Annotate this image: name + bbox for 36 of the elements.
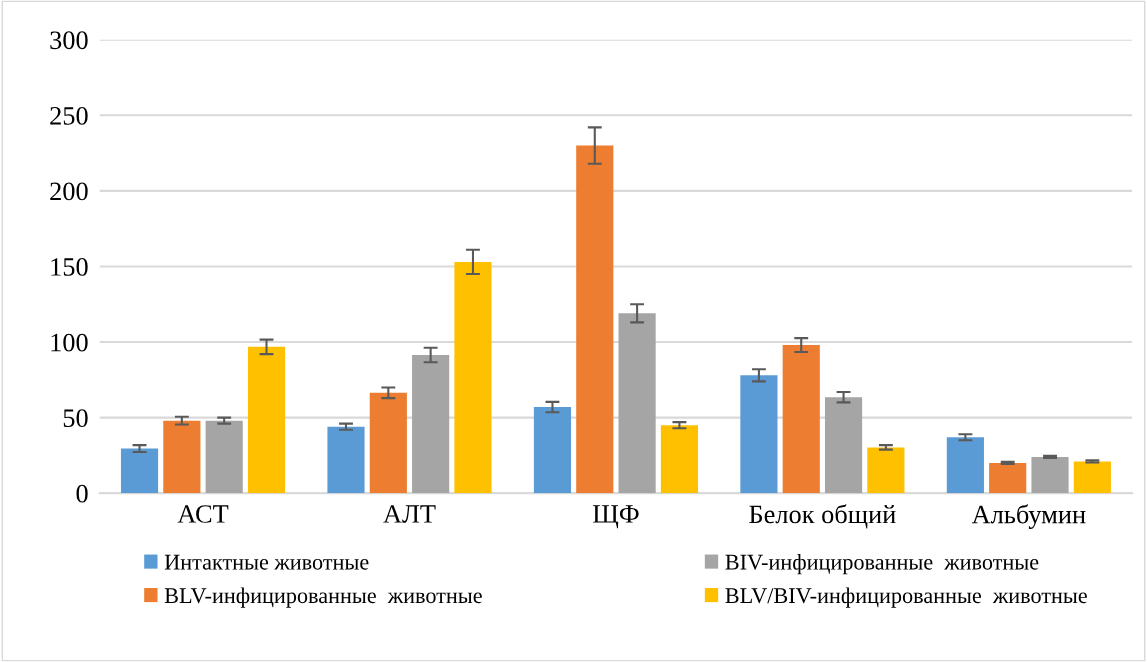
bar	[163, 420, 201, 494]
x-tick-label: Альбумин	[971, 504, 1086, 529]
y-tick-label: 100	[51, 333, 88, 352]
bar	[533, 407, 572, 494]
bar	[867, 447, 905, 494]
y-tick-label: 150	[51, 258, 88, 276]
bar	[327, 426, 365, 494]
legend-label: BLV-инфицированные животные	[164, 587, 482, 608]
y-tick-label: 50	[63, 409, 88, 428]
legend-label: Интактные животные	[164, 554, 369, 570]
x-tick-label: АСТ	[177, 505, 229, 523]
x-tick-label: ЩФ	[592, 505, 639, 529]
bar	[782, 345, 820, 494]
y-tick-label: 250	[50, 106, 88, 125]
legend-label: BLV/BIV-инфицированные животные	[725, 587, 1087, 608]
y-tick-label: 200	[50, 182, 88, 201]
bar	[824, 397, 863, 494]
y-tick-label: 0	[76, 484, 88, 503]
bar	[576, 145, 614, 494]
bar	[454, 261, 492, 494]
bar	[412, 355, 450, 494]
bar	[1073, 461, 1111, 494]
bar	[618, 313, 656, 494]
bar	[1031, 456, 1069, 494]
bar	[247, 346, 286, 494]
x-tick-label: АЛТ	[383, 505, 436, 523]
legend-label: BIV-инфицированные животные	[725, 554, 1039, 575]
x-tick-label: Белок общий	[749, 504, 896, 529]
bar	[660, 425, 699, 494]
bar	[946, 437, 984, 494]
bar	[740, 375, 778, 494]
y-tick-label: 300	[50, 31, 88, 50]
bar	[989, 462, 1027, 494]
bar	[369, 392, 407, 494]
bar	[205, 420, 243, 494]
bar	[120, 448, 159, 494]
